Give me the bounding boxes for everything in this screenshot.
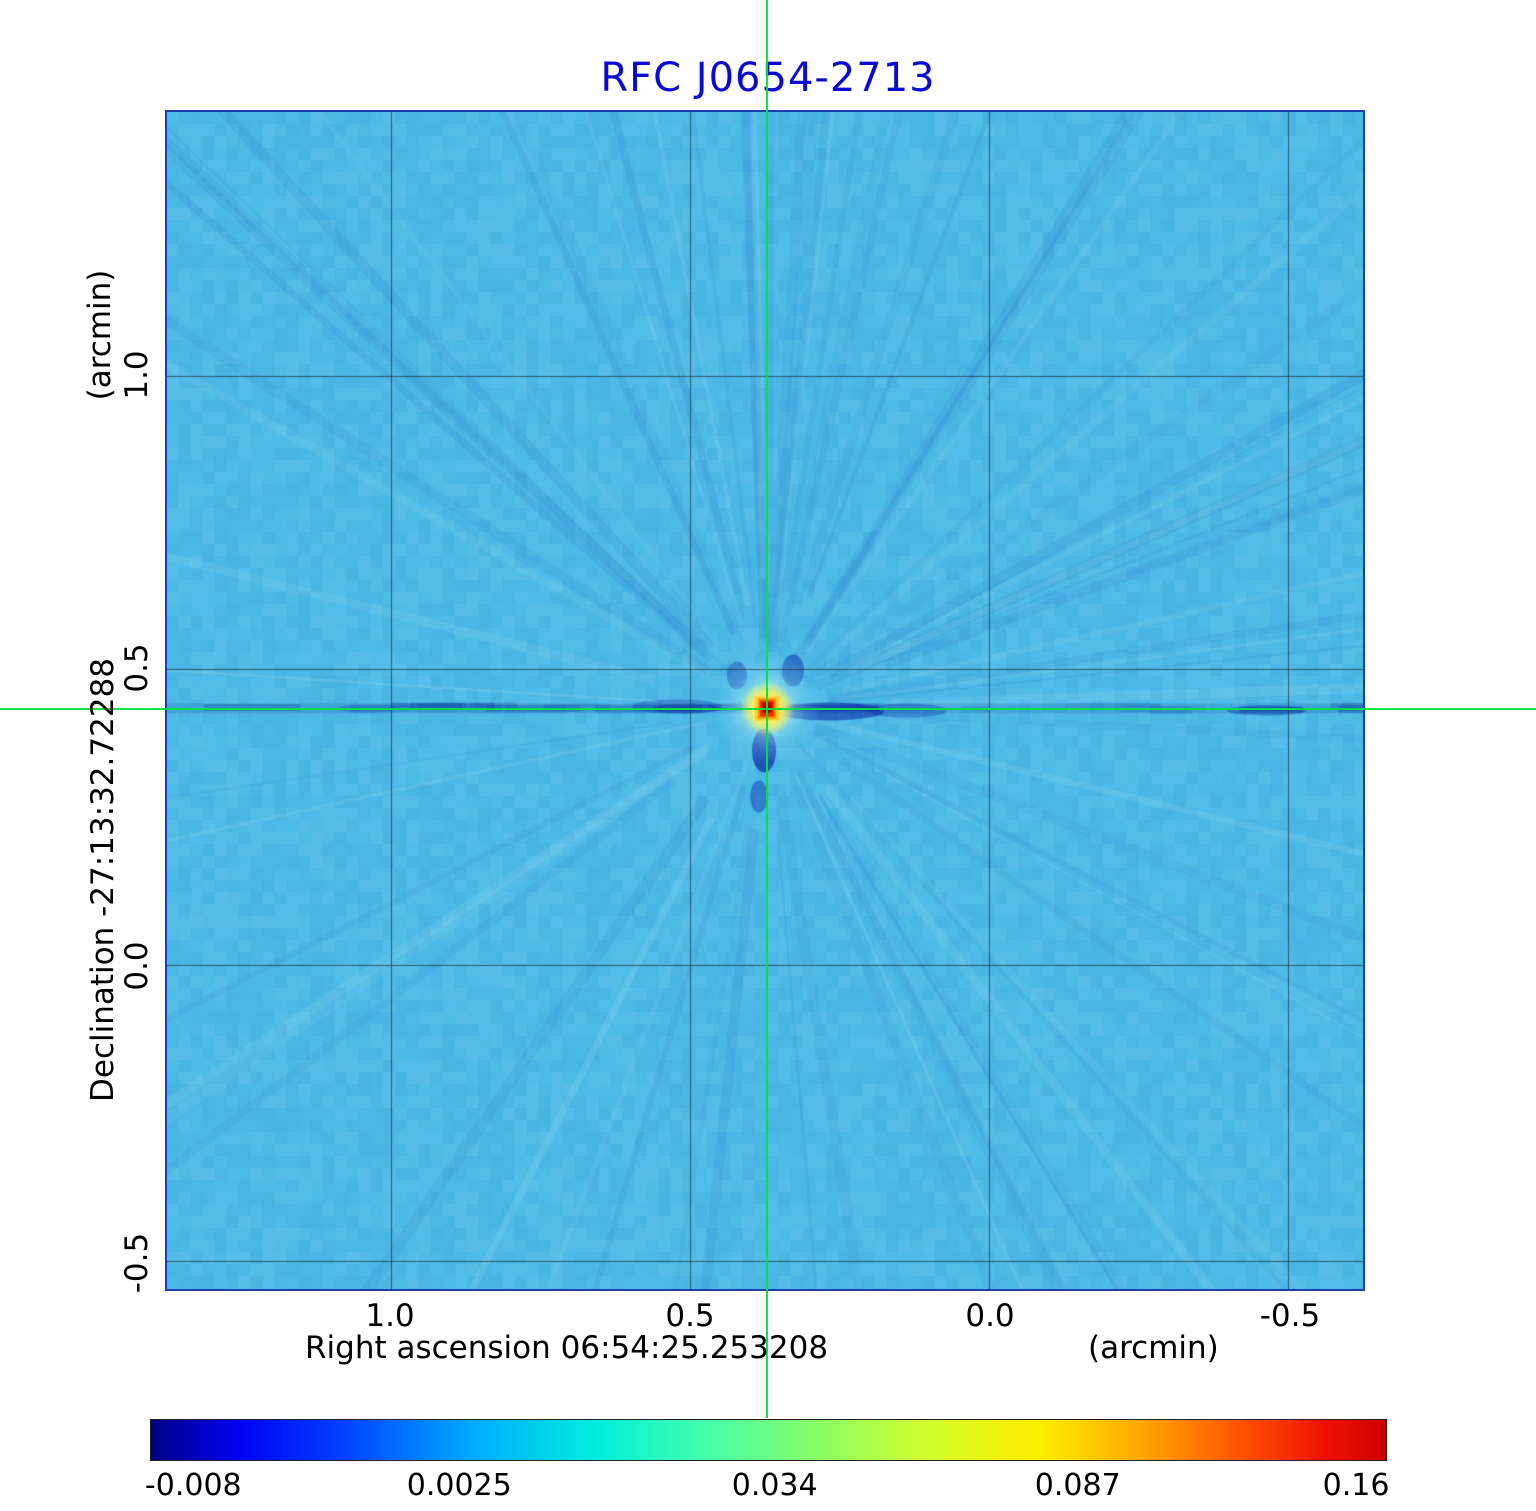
y-tick-label: 1.0 xyxy=(119,350,155,400)
x-tick-label: 0.0 xyxy=(965,1298,1015,1334)
colorbar xyxy=(150,1419,1387,1461)
sky-map-plot-area xyxy=(165,110,1365,1291)
colorbar-tick-label: 0.087 xyxy=(1034,1468,1121,1503)
y-axis-unit-label: (arcmin) xyxy=(82,269,118,401)
colorbar-tick-label: 0.0025 xyxy=(406,1468,512,1503)
crosshair-horizontal-line xyxy=(0,707,1536,710)
y-tick-label: 0.5 xyxy=(119,643,155,694)
colorbar-tick-label: -0.008 xyxy=(144,1468,242,1503)
colorbar-tick-label: 0.034 xyxy=(731,1468,818,1503)
y-axis-title: Declination -27:13:32.72288 xyxy=(85,658,121,1102)
y-tick-label: 0.0 xyxy=(119,941,155,991)
x-axis-unit-label: (arcmin) xyxy=(1088,1330,1219,1366)
x-tick-label: 0.5 xyxy=(665,1298,715,1334)
colorbar-tick-label: 0.16 xyxy=(1322,1468,1390,1503)
y-tick-label: -0.5 xyxy=(119,1232,155,1294)
radio-map-canvas xyxy=(167,112,1363,1289)
x-tick-label: -0.5 xyxy=(1259,1298,1321,1334)
x-axis-title: Right ascension 06:54:25.253208 xyxy=(305,1330,829,1366)
x-tick-label: 1.0 xyxy=(365,1298,415,1334)
